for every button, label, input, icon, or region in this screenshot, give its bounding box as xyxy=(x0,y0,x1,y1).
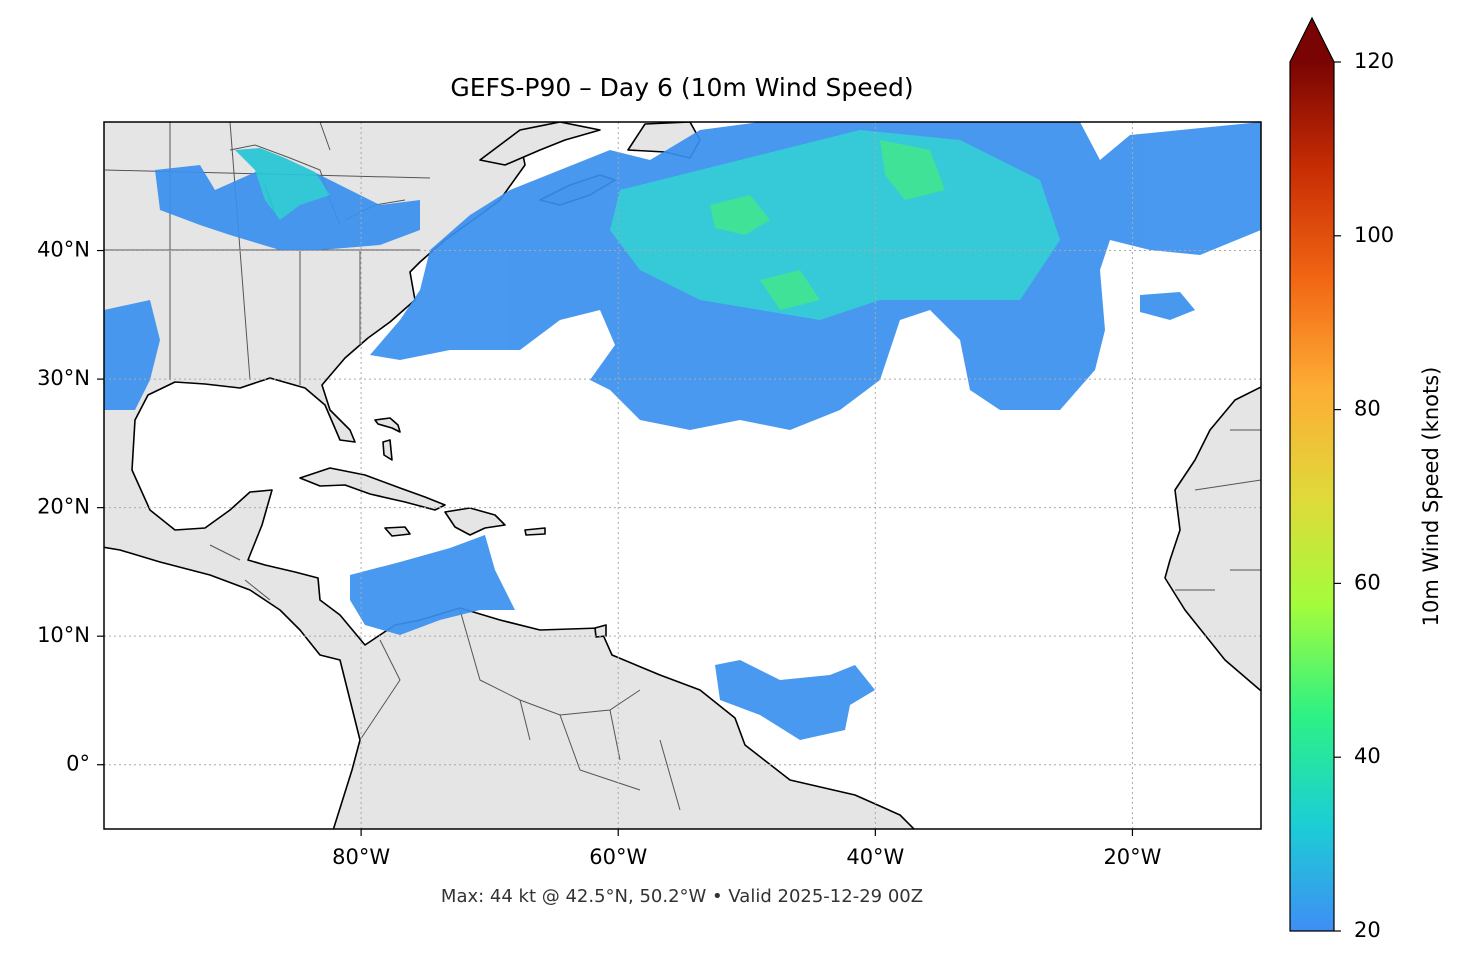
wind-equatorial xyxy=(715,660,875,740)
map-layer xyxy=(104,122,1261,829)
colorbar-tick-label: 20 xyxy=(1354,918,1381,942)
land-hispaniola xyxy=(444,507,506,536)
wind-caribbean xyxy=(350,535,515,635)
y-tick-label: 0° xyxy=(66,752,90,776)
colorbar-extend xyxy=(1290,18,1334,62)
colorbar-scale xyxy=(1290,62,1334,931)
y-tick-label: 40°N xyxy=(37,238,90,262)
land-labrador xyxy=(479,122,601,166)
axes: 80°W 60°W 40°W 20°W 0° 10°N 20°N 30°N 40°N xyxy=(37,238,1162,869)
colorbar: 20 40 60 80 100 120 10m Wind Speed (knots) xyxy=(1289,16,1443,942)
x-tick-label: 20°W xyxy=(1103,845,1161,869)
x-tick-label: 60°W xyxy=(589,845,647,869)
colorbar-label: 10m Wind Speed (knots) xyxy=(1419,367,1443,627)
colorbar-tick-label: 120 xyxy=(1354,49,1394,73)
plot-frame xyxy=(103,121,1262,830)
colorbar-tick-label: 100 xyxy=(1354,223,1394,247)
colorbar-tick-label: 80 xyxy=(1354,397,1381,421)
y-tick-label: 30°N xyxy=(37,366,90,390)
land-africa xyxy=(1164,386,1261,692)
wind-field xyxy=(104,122,1261,740)
x-tick-label: 80°W xyxy=(332,845,390,869)
wind-east-atlantic xyxy=(1140,292,1195,320)
land-puerto-rico xyxy=(524,527,546,536)
y-tick-label: 10°N xyxy=(37,623,90,647)
land-bahamas xyxy=(374,417,401,461)
wind-atlantic-peak xyxy=(710,140,945,310)
footer-note: Max: 44 kt @ 42.5°N, 50.2°W • Valid 2025… xyxy=(441,886,923,907)
land-jamaica xyxy=(384,526,411,537)
land-trinidad xyxy=(594,624,607,638)
colorbar-frame xyxy=(1289,16,1335,932)
y-tick-label: 20°N xyxy=(37,495,90,519)
chart-title: GEFS-P90 – Day 6 (10m Wind Speed) xyxy=(450,73,913,102)
colorbar-tick-label: 60 xyxy=(1354,570,1381,594)
wind-atlantic-core xyxy=(610,130,1060,320)
x-tick-label: 40°W xyxy=(846,845,904,869)
land-americas xyxy=(104,122,916,829)
wind-texas xyxy=(104,300,160,410)
colorbar-tick-label: 40 xyxy=(1354,744,1381,768)
wind-great-lakes-core xyxy=(235,148,330,220)
